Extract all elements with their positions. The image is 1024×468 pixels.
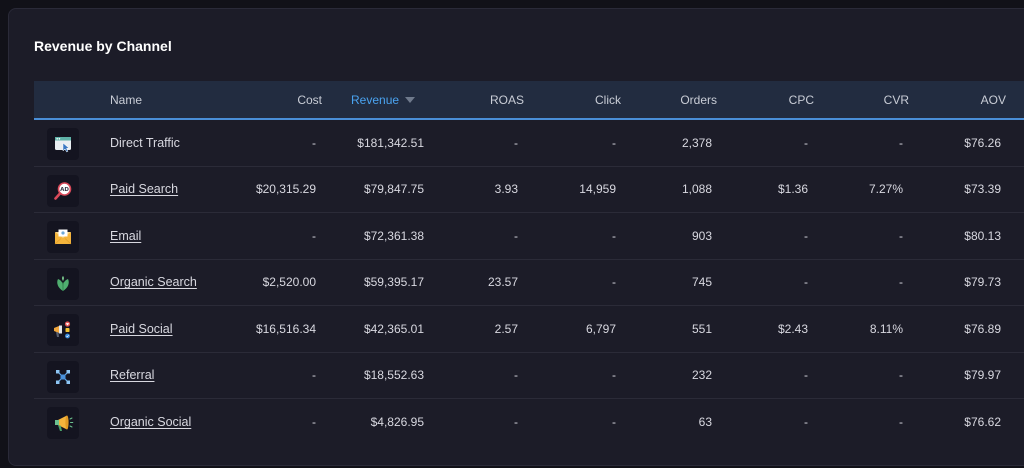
cell-orders: 1,088 [624,167,712,213]
cell-cost: - [224,353,316,399]
leaf-icon [47,268,79,300]
channel-name[interactable]: Referral [110,353,154,399]
cell-cvr: - [814,353,903,399]
cell-orders: 903 [624,213,712,259]
cell-cvr: - [814,120,903,166]
cell-aov: $73.39 [914,167,1001,213]
cell-roas: 2.57 [434,306,518,352]
channel-name[interactable]: Organic Social [110,399,191,446]
column-header-aov[interactable]: AOV [914,81,1006,118]
cell-click: - [534,353,616,399]
cell-cpc: $1.36 [724,167,808,213]
cell-cost: $20,315.29 [224,167,316,213]
column-header-revenue-label: Revenue [351,93,399,107]
cell-cost: - [224,399,316,446]
cell-revenue: $42,365.01 [324,306,424,352]
table-row: Organic Search $2,520.00 $59,395.17 23.57-7… [34,260,1024,307]
cell-roas: - [434,399,518,446]
table-row: Email - $72,361.38- -903- - $80.13 [34,213,1024,260]
column-header-cvr[interactable]: CVR [814,81,909,118]
svg-text:AD: AD [60,187,69,193]
cell-aov: $76.26 [914,120,1001,166]
cell-cost: - [224,213,316,259]
table-header: Name Cost Revenue ROAS Click Orders CPC … [34,81,1024,120]
cell-orders: 232 [624,353,712,399]
cell-orders: 745 [624,260,712,306]
cell-aov: $76.62 [914,399,1001,446]
cell-cpc: - [724,260,808,306]
cell-cvr: - [814,260,903,306]
cell-click: - [534,399,616,446]
cell-aov: $76.89 [914,306,1001,352]
cell-revenue: $72,361.38 [324,213,424,259]
table-row: Organic Social - $4,826.95- -63- - $76.62 [34,399,1024,446]
envelope-icon [47,221,79,253]
channel-name[interactable]: Paid Social [110,306,173,352]
revenue-by-channel-card: Revenue by Channel Name Cost Revenue ROA… [8,8,1024,466]
cell-revenue: $181,342.51 [324,120,424,166]
cell-click: - [534,120,616,166]
cell-cpc: - [724,213,808,259]
cell-cpc: - [724,120,808,166]
cell-aov: $80.13 [914,213,1001,259]
cell-aov: $79.73 [914,260,1001,306]
cell-revenue: $79,847.75 [324,167,424,213]
cell-roas: 3.93 [434,167,518,213]
cell-cpc: - [724,353,808,399]
megaphone-social-icon: ♥ [47,314,79,346]
cell-cpc: $2.43 [724,306,808,352]
cell-cvr: - [814,399,903,446]
cell-orders: 551 [624,306,712,352]
cell-roas: - [434,213,518,259]
cell-click: - [534,260,616,306]
card-title: Revenue by Channel [34,38,172,54]
megaphone-icon [47,407,79,439]
network-nodes-icon [47,361,79,393]
channel-table: Name Cost Revenue ROAS Click Orders CPC … [34,81,1024,446]
column-header-cost[interactable]: Cost [224,81,322,118]
table-row: Referral - $18,552.63- -232- - $79.97 [34,353,1024,400]
column-header-cpc[interactable]: CPC [724,81,814,118]
cell-roas: 23.57 [434,260,518,306]
cell-click: - [534,213,616,259]
table-row: Direct Traffic - $181,342.51- -2,378- - $76.2… [34,120,1024,167]
cell-click: 14,959 [534,167,616,213]
channel-name[interactable]: Organic Search [110,260,197,306]
cell-click: 6,797 [534,306,616,352]
cell-cvr: 8.11% [814,306,903,352]
cell-aov: $79.97 [914,353,1001,399]
column-header-name[interactable]: Name [110,81,142,118]
cell-revenue: $4,826.95 [324,399,424,446]
cell-cost: - [224,120,316,166]
column-header-click[interactable]: Click [534,81,621,118]
column-header-orders[interactable]: Orders [624,81,717,118]
channel-name[interactable]: Paid Search [110,167,178,213]
cell-roas: - [434,120,518,166]
ad-search-icon: AD [47,175,79,207]
table-body: Direct Traffic - $181,342.51- -2,378- - $76.2… [34,120,1024,446]
column-header-revenue[interactable]: Revenue [351,81,415,118]
cell-orders: 63 [624,399,712,446]
cell-cvr: - [814,213,903,259]
cell-roas: - [434,353,518,399]
cell-revenue: $59,395.17 [324,260,424,306]
cell-cost: $16,516.34 [224,306,316,352]
sort-descending-icon[interactable] [405,97,415,103]
cell-cost: $2,520.00 [224,260,316,306]
table-row: ♥ Paid Social $16,516.34 $42,365.01 2.57 6,79… [34,306,1024,353]
column-header-roas[interactable]: ROAS [434,81,524,118]
browser-cursor-icon [47,128,79,160]
cell-cvr: 7.27% [814,167,903,213]
channel-name: Direct Traffic [110,120,180,166]
cell-revenue: $18,552.63 [324,353,424,399]
cell-orders: 2,378 [624,120,712,166]
channel-name[interactable]: Email [110,213,141,259]
svg-text:♥: ♥ [66,323,69,327]
table-row: AD Paid Search $20,315.29 $79,847.75 3.93 14,… [34,167,1024,214]
cell-cpc: - [724,399,808,446]
